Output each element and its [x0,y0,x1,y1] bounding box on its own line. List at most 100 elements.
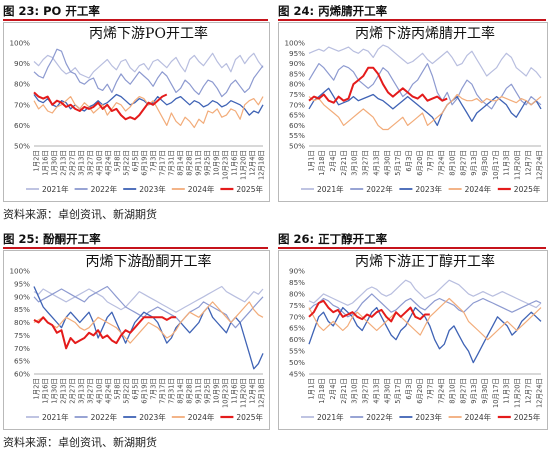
legend-label: 2025年 [514,412,541,422]
y-tick-label: 70% [289,312,305,321]
x-tick-label: 9月13日 [470,150,478,176]
x-tick-label: 9月25日 [203,378,211,404]
x-tick-label: 6月3日 [405,150,413,172]
x-tick-label: 5月22日 [122,378,130,404]
x-tick-label: 3月27日 [86,150,94,176]
y-tick-label: 80% [14,80,30,89]
x-tick-label: 12月24日 [535,378,543,408]
figure-title-24: 图 24: 丙烯腈开工率 [278,3,387,19]
chart-po-operating-rate: 丙烯下游PO开工率 100% 90% 80% 70% 60% 50%1月2日 1月16日 1月3… [9,25,265,194]
x-tick-label: 11月20日 [239,150,247,180]
legend-label: 2022年 [91,412,118,422]
figure-number: 图 24: [278,4,315,18]
title-rule [278,19,546,21]
x-tick-label: 11月20日 [514,150,522,180]
legend-label: 2021年 [42,184,69,194]
series-line-2021年 [308,44,542,79]
x-tick-label: 6月5日 [131,150,139,172]
x-tick-label: 12月18日 [257,150,265,180]
x-tick-label: 3月27日 [86,378,94,404]
x-tick-label: 11月20日 [514,378,522,408]
x-tick-label: 4月30日 [383,378,391,404]
legend-label: 2021年 [317,412,344,422]
chart-title: 丙烯下游酚酮开工率 [86,253,212,270]
legend-label: 2022年 [366,184,393,194]
y-tick-label: 100% [284,39,305,48]
legend-label: 2021年 [42,412,69,422]
x-tick-label: 12月24日 [535,150,543,180]
x-tick-label: 8月14日 [176,378,184,404]
x-tick-label: 6月19日 [140,150,148,176]
y-tick-label: 50% [14,142,30,151]
y-tick-label: 65% [289,111,305,120]
series-line-2021年 [308,279,542,309]
x-tick-label: 10月9日 [212,150,220,176]
chart-acrylonitrile-operating-rate: 丙烯下游丙烯腈开工率 100%95%90%85% 80%75%70% 65%60%55… [284,25,543,194]
x-tick-label: 9月13日 [470,378,478,404]
y-tick-label: 90% [14,59,30,68]
x-tick-label: 12月4日 [248,378,256,404]
x-tick-label: 5月17日 [394,378,402,404]
x-tick-label: 2月13日 [59,150,67,176]
figure-caption: PO 开工率 [43,4,100,18]
chart-phenol-acetone-operating-rate: 丙烯下游酚酮开工率 100% 95% 90% 85% 80% 75% 70% 65% 60%1月2… [9,253,265,422]
y-tick-label: 100% [9,39,30,48]
x-tick-label: 5月8日 [113,378,121,400]
series-line-2025年 [33,91,168,121]
x-tick-label: 5月22日 [122,150,130,176]
figure-number: 图 26: [278,232,315,246]
x-tick-label: 7月17日 [158,378,166,404]
x-tick-label: 7月24日 [438,378,446,404]
y-tick-label: 75% [289,90,305,99]
x-tick-label: 11月20日 [239,378,247,408]
figure-caption: 酚酮开工率 [43,232,101,246]
x-tick-label: 9月11日 [194,378,202,404]
x-tick-label: 8月28日 [185,378,193,404]
x-tick-label: 2月21日 [340,378,348,404]
y-tick-label: 100% [9,267,30,276]
figure-title-26: 图 26: 正丁醇开工率 [278,231,387,247]
x-tick-label: 7月24日 [438,150,446,176]
chart-panel-n-butanol: 丙烯下游正丁醇开工率 90% 85% 80% 75% 70% 65% 60% 55% 50% 45%… [278,250,548,430]
x-tick-label: 1月18日 [318,378,326,404]
series-line-2022年 [308,293,542,318]
source-note: 资料来源：卓创资讯、新湖期货 [3,436,157,449]
x-tick-label: 7月17日 [158,150,166,176]
y-tick-label: 80% [289,289,305,298]
y-tick-label: 90% [289,267,305,276]
x-tick-label: 10月17日 [492,378,500,408]
x-tick-label: 1月18日 [318,150,326,176]
y-tick-label: 85% [289,69,305,78]
chart-title: 丙烯下游丙烯腈开工率 [355,25,495,42]
series-line-2024年 [33,301,264,344]
y-tick-label: 50% [289,142,305,151]
x-tick-label: 4月24日 [104,150,112,176]
y-tick-label: 55% [289,131,305,140]
x-tick-label: 1月1日 [307,378,315,400]
x-tick-label: 2月21日 [340,150,348,176]
chart-title: 丙烯下游PO开工率 [89,25,208,42]
x-tick-label: 3月13日 [77,378,85,404]
title-rule [3,247,268,249]
x-tick-label: 1月2日 [32,150,40,172]
y-tick-label: 85% [14,305,30,314]
y-tick-label: 60% [289,121,305,130]
x-tick-label: 10月23日 [221,150,229,180]
y-tick-label: 70% [14,100,30,109]
chart-panel-acrylonitrile: 丙烯下游丙烯腈开工率 100% 95% 90% 85% 80% 75% 70% 65% 60% 55… [278,22,548,202]
y-tick-label: 80% [14,318,30,327]
x-tick-label: 8月10日 [448,150,456,176]
x-tick-label: 11月6日 [230,150,238,176]
legend-label: 2024年 [465,184,492,194]
x-tick-label: 6月5日 [131,378,139,400]
x-tick-label: 8月27日 [459,378,467,404]
series-line-2021年 [33,285,264,313]
series-line-2025年 [308,66,448,104]
x-tick-label: 3月27日 [362,378,370,404]
series-line-2025年 [33,316,176,350]
x-tick-label: 5月17日 [394,150,402,176]
chart-n-butanol-operating-rate: 丙烯下游正丁醇开工率 90% 85% 80% 75% 70% 65% 60% 55% 50% 45%… [289,253,543,422]
x-tick-label: 8月14日 [176,150,184,176]
x-tick-label: 9月25日 [203,150,211,176]
x-tick-label: 1月16日 [41,378,49,404]
